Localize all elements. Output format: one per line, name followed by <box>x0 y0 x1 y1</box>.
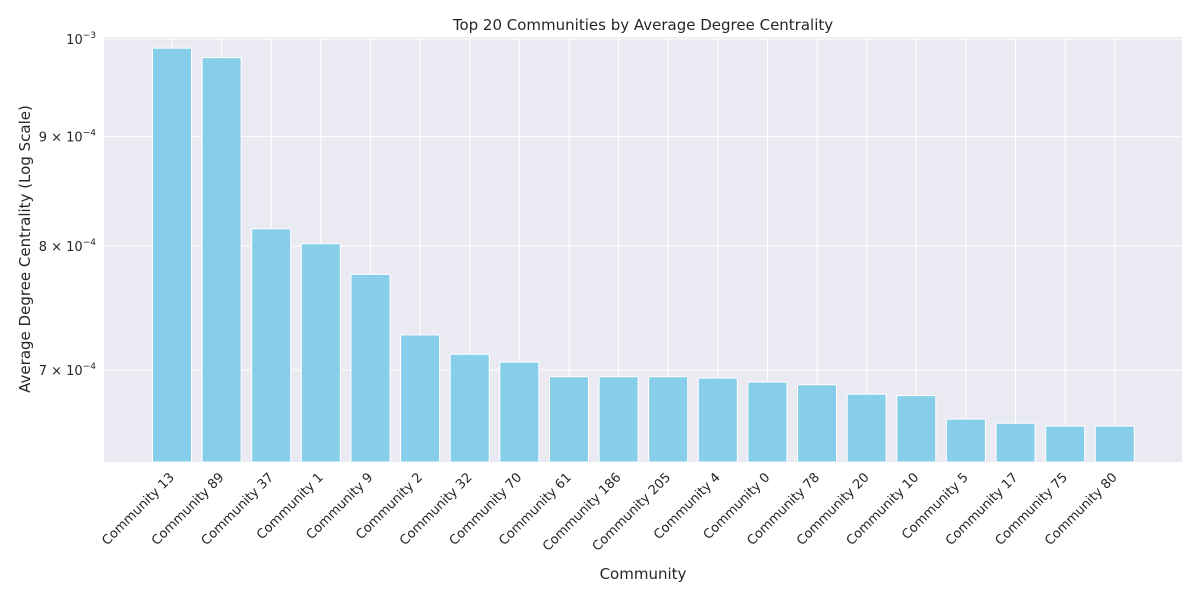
x-axis-label: Community <box>600 565 687 583</box>
y-tick-exponent: −3 <box>83 31 96 41</box>
chart-title: Top 20 Communities by Average Degree Cen… <box>452 16 833 34</box>
y-tick-label: 7 × 10−4 <box>39 362 97 379</box>
bar[interactable] <box>896 395 937 463</box>
bar[interactable] <box>846 393 887 463</box>
y-tick-mantissa: 8 × 10 <box>39 240 83 255</box>
bar[interactable] <box>995 422 1036 463</box>
y-tick-exponent: −4 <box>83 129 97 139</box>
bar[interactable] <box>648 376 689 463</box>
y-axis-label: Average Degree Centrality (Log Scale) <box>16 105 34 393</box>
y-tick-label: 8 × 10−4 <box>39 238 97 255</box>
bar[interactable] <box>350 273 391 463</box>
bar[interactable] <box>251 228 292 463</box>
bar[interactable] <box>945 418 986 463</box>
bar[interactable] <box>598 376 639 463</box>
bar[interactable] <box>548 376 589 463</box>
bar[interactable] <box>747 381 788 463</box>
y-tick-exponent: −4 <box>83 238 97 248</box>
bar[interactable] <box>697 377 738 463</box>
y-tick-exponent: −4 <box>83 362 97 372</box>
bar[interactable] <box>1045 425 1086 463</box>
bar[interactable] <box>449 353 490 463</box>
bar[interactable] <box>300 243 341 463</box>
bar[interactable] <box>152 47 192 463</box>
y-axis-ticks: 7 × 10−48 × 10−49 × 10−410−3 <box>39 31 97 379</box>
bar[interactable] <box>1094 425 1135 463</box>
y-tick-mantissa: 10 <box>66 33 83 48</box>
y-tick-mantissa: 7 × 10 <box>39 364 83 379</box>
bar[interactable] <box>797 384 838 463</box>
bar[interactable] <box>499 361 540 463</box>
y-tick-mantissa: 9 × 10 <box>39 131 83 146</box>
y-tick-label: 10−3 <box>66 31 96 48</box>
bars <box>152 47 1135 463</box>
bar[interactable] <box>400 334 441 463</box>
y-tick-label: 9 × 10−4 <box>39 129 97 146</box>
bar[interactable] <box>201 57 242 463</box>
